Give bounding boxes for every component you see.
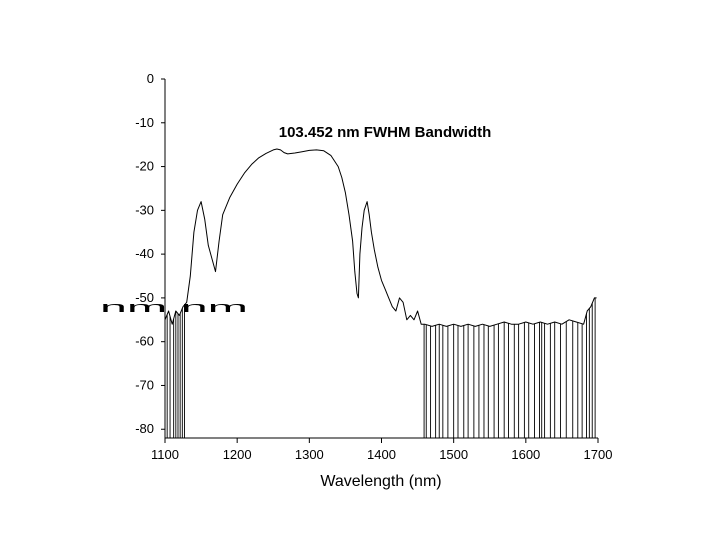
- x-tick-label: 1200: [223, 447, 252, 462]
- y-tick-label: -70: [135, 377, 154, 392]
- y-tick-label: 0: [147, 71, 154, 86]
- noise-drop-lines: [166, 297, 596, 438]
- y-tick-label: -30: [135, 202, 154, 217]
- y-tick-label: -40: [135, 246, 154, 261]
- garbled-overlay-text: nm nm: [100, 299, 248, 316]
- y-tick-label: -60: [135, 334, 154, 349]
- spectrum-series: [164, 148, 597, 327]
- x-tick-label: 1600: [511, 447, 540, 462]
- x-tick-label: 1500: [439, 447, 468, 462]
- spectrum-line: [164, 148, 597, 327]
- x-tick-label: 1700: [584, 447, 613, 462]
- y-tick-label: -10: [135, 115, 154, 130]
- y-tick-label: -20: [135, 159, 154, 174]
- y-tick-label: -80: [135, 421, 154, 436]
- y-axis-ticks: 0 -10 -20 -30 -40 -50 -60 -70 -80: [135, 71, 165, 436]
- x-tick-label: 1300: [295, 447, 324, 462]
- x-axis-ticks: 1100 1200 1300 1400 1500 1600 1700: [151, 438, 612, 462]
- x-tick-label: 1100: [151, 447, 179, 462]
- y-tick-label: -50: [135, 290, 154, 305]
- x-tick-label: 1400: [367, 447, 396, 462]
- fwhm-annotation: 103.452 nm FWHM Bandwidth: [279, 124, 492, 141]
- x-axis-title: Wavelength (nm): [320, 473, 441, 490]
